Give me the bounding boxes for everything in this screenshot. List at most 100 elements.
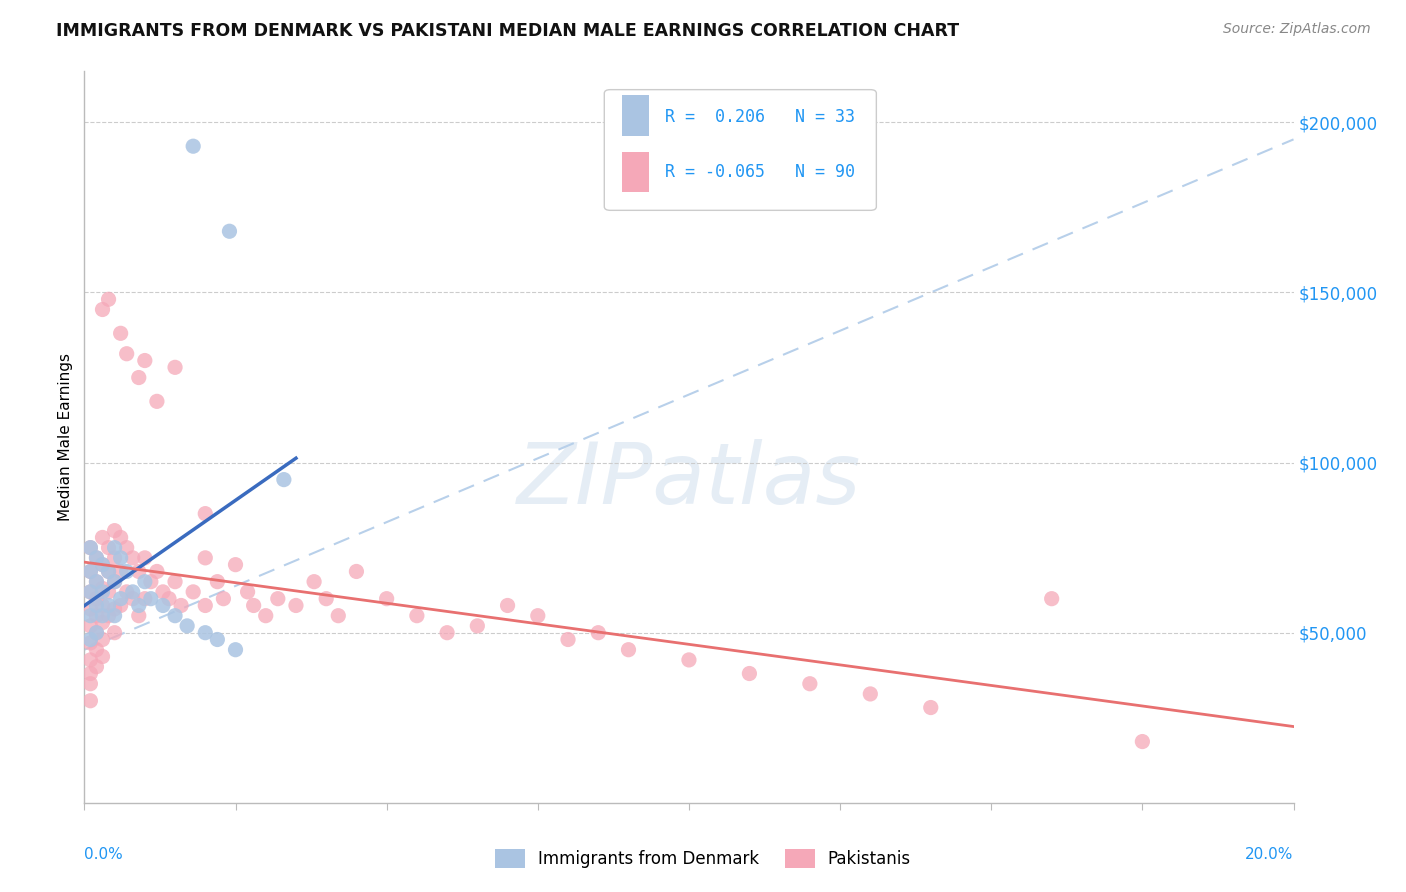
- Text: IMMIGRANTS FROM DENMARK VS PAKISTANI MEDIAN MALE EARNINGS CORRELATION CHART: IMMIGRANTS FROM DENMARK VS PAKISTANI MED…: [56, 22, 959, 40]
- Point: [91, 649, 114, 664]
- Point: [104, 524, 127, 538]
- Point: [170, 599, 193, 613]
- Point: [194, 599, 217, 613]
- Point: [165, 608, 187, 623]
- Point: [859, 687, 882, 701]
- Point: [254, 608, 277, 623]
- Point: [157, 591, 180, 606]
- Point: [97, 585, 120, 599]
- Point: [115, 565, 138, 579]
- Point: [97, 608, 120, 623]
- Point: [79, 677, 101, 691]
- Point: [86, 625, 108, 640]
- Point: [375, 591, 398, 606]
- Point: [104, 550, 127, 565]
- Point: [496, 599, 519, 613]
- Point: [128, 608, 150, 623]
- Point: [242, 599, 264, 613]
- Point: [110, 565, 132, 579]
- Point: [181, 139, 204, 153]
- Point: [146, 394, 169, 409]
- Point: [225, 642, 247, 657]
- Point: [79, 585, 101, 599]
- Point: [273, 473, 295, 487]
- Point: [128, 599, 150, 613]
- Point: [110, 550, 132, 565]
- Point: [91, 599, 114, 613]
- Point: [134, 591, 156, 606]
- Point: [97, 565, 120, 579]
- Text: 0.0%: 0.0%: [84, 847, 124, 862]
- Point: [212, 591, 235, 606]
- Point: [176, 619, 198, 633]
- Point: [165, 574, 187, 589]
- Point: [134, 550, 156, 565]
- Point: [1130, 734, 1153, 748]
- Point: [79, 653, 101, 667]
- Point: [152, 599, 174, 613]
- Point: [152, 585, 174, 599]
- Point: [115, 585, 138, 599]
- Point: [128, 370, 150, 384]
- Point: [104, 608, 127, 623]
- Point: [346, 565, 368, 579]
- Legend: Immigrants from Denmark, Pakistanis: Immigrants from Denmark, Pakistanis: [488, 843, 918, 875]
- Point: [920, 700, 942, 714]
- Point: [128, 565, 150, 579]
- Point: [207, 632, 229, 647]
- FancyBboxPatch shape: [605, 90, 876, 211]
- Point: [79, 565, 101, 579]
- Point: [236, 585, 259, 599]
- Point: [165, 360, 187, 375]
- Point: [557, 632, 579, 647]
- Point: [110, 591, 132, 606]
- Point: [527, 608, 550, 623]
- Point: [91, 582, 114, 596]
- Point: [86, 550, 108, 565]
- Point: [121, 591, 143, 606]
- Point: [79, 541, 101, 555]
- Point: [91, 608, 114, 623]
- Point: [97, 293, 120, 307]
- Point: [79, 636, 101, 650]
- Point: [146, 565, 169, 579]
- Point: [115, 541, 138, 555]
- Point: [104, 625, 127, 640]
- Point: [79, 666, 101, 681]
- Text: ZIPatlas: ZIPatlas: [517, 440, 860, 523]
- Point: [181, 585, 204, 599]
- Point: [86, 599, 108, 613]
- Point: [738, 666, 761, 681]
- Point: [218, 224, 240, 238]
- Point: [97, 565, 120, 579]
- Point: [86, 642, 108, 657]
- Point: [79, 632, 101, 647]
- Point: [79, 608, 101, 623]
- Text: R = -0.065   N = 90: R = -0.065 N = 90: [665, 162, 855, 180]
- Point: [97, 541, 120, 555]
- Point: [86, 659, 108, 673]
- Point: [86, 625, 108, 640]
- Point: [91, 558, 114, 572]
- Bar: [623, 152, 650, 192]
- Point: [1040, 591, 1063, 606]
- Point: [79, 694, 101, 708]
- Point: [86, 608, 108, 623]
- Point: [91, 302, 114, 317]
- Point: [115, 347, 138, 361]
- Point: [467, 619, 489, 633]
- Point: [678, 653, 700, 667]
- Point: [194, 625, 217, 640]
- Point: [267, 591, 290, 606]
- Point: [110, 326, 132, 341]
- Point: [285, 599, 308, 613]
- Point: [799, 677, 821, 691]
- Point: [134, 353, 156, 368]
- Point: [79, 541, 101, 555]
- Point: [139, 591, 162, 606]
- Point: [194, 507, 217, 521]
- Point: [134, 574, 156, 589]
- Point: [79, 585, 101, 599]
- Point: [121, 550, 143, 565]
- Point: [86, 574, 108, 589]
